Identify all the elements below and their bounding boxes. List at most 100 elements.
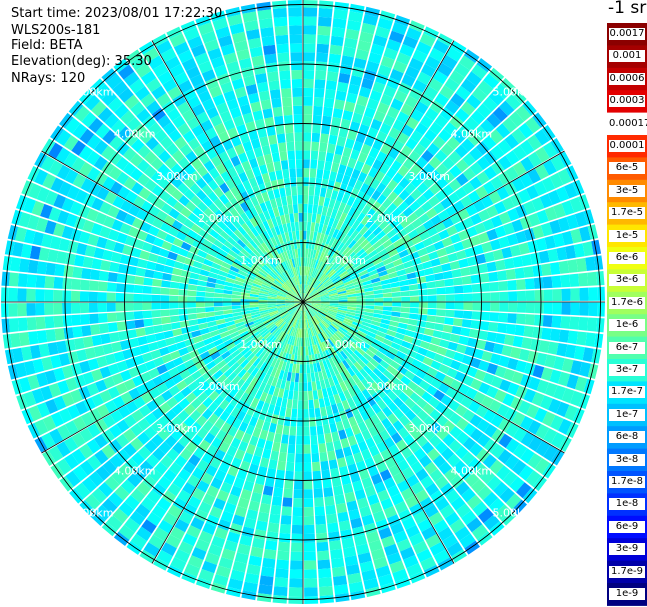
ppi-gate [488,190,502,204]
ppi-gate [202,420,214,432]
ppi-gate [342,260,352,269]
ppi-gate [248,92,260,104]
ppi-gate [360,215,371,226]
ppi-gate [425,207,438,219]
ppi-gate [384,456,397,469]
ppi-gate [327,522,339,533]
ppi-gate [343,389,352,400]
ppi-gate [389,320,399,327]
ppi-gate [279,274,287,283]
ppi-gate [351,424,361,436]
ppi-gate [272,348,279,358]
ppi-gate [341,55,354,67]
ppi-gate [53,367,66,382]
ppi-gate [307,287,314,295]
ppi-gate [324,329,331,338]
ppi-gate [216,323,227,330]
ppi-gate [115,283,126,293]
ppi-gate [352,140,364,152]
ppi-gate [188,278,199,285]
ppi-gate [241,333,251,341]
ppi-gate [347,463,358,475]
ppi-gate [452,277,463,286]
ppi-gate [303,78,314,89]
ppi-gate [177,489,192,503]
ppi-gate [310,307,318,314]
ppi-gate [419,230,430,241]
ppi-gate [152,447,166,461]
ppi-gate [222,293,232,299]
ppi-gate [368,167,379,178]
ppi-gate [337,164,347,175]
ppi-gate [104,400,118,414]
ppi-gate [386,106,400,119]
ppi-gate [231,294,241,299]
ppi-gate [365,294,375,299]
ppi-gate [343,280,353,286]
ppi-gate [296,295,303,302]
ppi-gate [315,314,322,322]
ppi-gate [221,216,231,227]
ppi-gate [319,595,334,604]
ppi-gate [471,283,482,293]
ppi-gate [232,287,242,293]
ppi-gate [280,286,289,293]
ppi-gate [433,353,445,364]
ppi-gate [348,177,357,188]
ppi-gate [265,321,275,329]
elevation-text: Elevation(deg): 35.30 [11,54,152,69]
ppi-gate [462,409,475,422]
ppi-gate [90,269,101,281]
ppi-gate [57,424,71,440]
ppi-gate [383,297,393,302]
ppi-gate [291,524,303,534]
ppi-gate [456,503,472,518]
ppi-gate [307,381,313,392]
ppi-gate [542,315,553,328]
ppi-gate [150,420,164,434]
ppi-gate [156,339,168,349]
ppi-gate [337,309,347,314]
ppi-gate [290,327,295,336]
ppi-gate [84,245,96,257]
ppi-gate [550,432,566,449]
ppi-gate [218,327,228,334]
ppi-gate [549,219,562,234]
ppi-gate [303,391,308,401]
ppi-gate [276,43,289,54]
ppi-gate [53,223,65,237]
ppi-gate [356,295,366,299]
ppi-gate [205,311,215,318]
ppi-gate [173,334,185,344]
ppi-gate [591,348,602,364]
ppi-gate [262,108,273,119]
ppi-gate [223,285,234,291]
ppi-gate [271,217,278,227]
ppi-gate [351,352,360,362]
ppi-gate [264,117,275,128]
ppi-gate [362,242,373,252]
ppi-gate [312,390,319,400]
ppi-gate [335,314,345,320]
ppi-gate [309,408,315,418]
ppi-gate [212,17,228,31]
ppi-gate [418,308,428,315]
ppi-gate [402,35,419,49]
ppi-gate [218,441,230,453]
ppi-gate [288,290,296,297]
ppi-gate [243,232,253,243]
ppi-gate [242,452,254,464]
ppi-gate [225,212,236,223]
azimuth-spoke [151,40,304,303]
ppi-gate [500,510,517,526]
ppi-gate [304,275,308,285]
ppi-gate [151,504,167,519]
ppi-gate [61,392,75,407]
ppi-gate [153,527,169,542]
ppi-gate [384,262,395,270]
ppi-gate [337,242,345,252]
ppi-gate [401,516,416,530]
ppi-gate [280,196,288,206]
ppi-gate [145,454,160,468]
ppi-gate [213,369,224,380]
